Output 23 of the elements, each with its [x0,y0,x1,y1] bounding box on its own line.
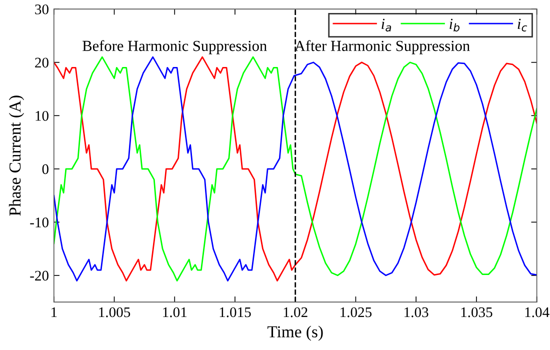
x-tick-label: 1 [52,307,57,318]
x-tick-label: 1.03 [404,307,428,318]
y-tick-label: -20 [30,270,48,281]
x-tick-label: 1.04 [525,307,550,318]
line-series [54,56,537,282]
annotation: After Harmonic Suppression [294,40,470,54]
x-tick-label: 1.005 [99,307,130,318]
y-axis-title: Phase Current (A) [8,96,24,216]
x-tick-label: 1.01 [163,307,187,318]
x-tick-label: 1.035 [461,307,492,318]
y-tick-label: 30 [35,4,48,14]
legend-label: i$_{a}$ [382,18,392,32]
x-tick-label: 1.015 [220,307,251,318]
legend-label: i$_{b}$ [450,18,460,32]
y-tick-label: 20 [35,58,48,68]
y-tick-label: 10 [36,110,48,121]
annotation: Before Harmonic Suppression [82,40,267,54]
y-tick-label: -10 [30,218,48,228]
x-tick-label: 1.02 [284,307,308,318]
legend-label: i$_{c}$ [518,18,528,32]
y-tick-label: 0 [42,164,48,174]
x-tick-label: 1.025 [340,307,372,318]
x-axis-title: Time (s) [267,326,323,341]
